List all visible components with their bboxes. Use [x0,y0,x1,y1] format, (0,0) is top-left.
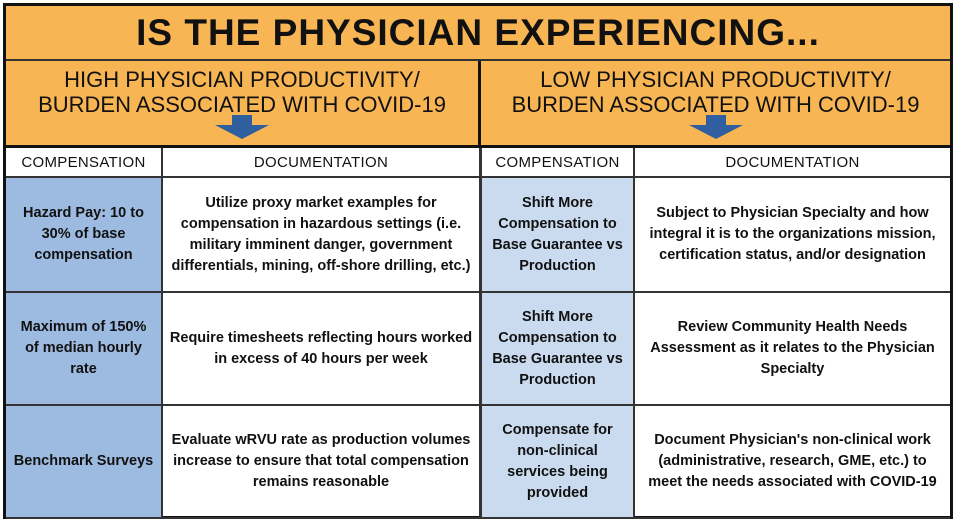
high-documentation-cell: Utilize proxy market examples for compen… [163,178,481,293]
low-compensation-cell: Compensate for non-clinical services bei… [481,406,635,519]
low-compensation-cell-text: Compensate for non-clinical services bei… [502,421,613,501]
page-title: IS THE PHYSICIAN EXPERIENCING... [6,6,950,61]
high-documentation-header-text: DOCUMENTATION [253,153,389,171]
high-compensation-cell-text: Maximum of 150% of median hourly rate [20,319,147,377]
high-documentation-cell-text: Utilize proxy market examples for compen… [171,194,471,274]
low-productivity-heading: LOW PHYSICIAN PRODUCTIVITY/ BURDEN ASSOC… [481,61,950,148]
low-compensation-cell: Shift More Compensation to Base Guarante… [481,178,635,293]
down-arrow-icon [215,115,269,139]
low-heading-line2: BURDEN ASSOCIATED WITH COVID-19 [511,92,920,117]
high-productivity-heading: HIGH PHYSICIAN PRODUCTIVITY/ BURDEN ASSO… [6,61,481,148]
high-documentation-cell: Evaluate wRVU rate as production volumes… [163,406,481,519]
high-compensation-cell-text: Hazard Pay: 10 to 30% of base compensati… [23,205,144,263]
low-compensation-cell-text: Shift More Compensation to Base Guarante… [492,194,623,274]
high-documentation-cell: Require timesheets reflecting hours work… [163,293,481,406]
high-compensation-cell: Benchmark Surveys [6,406,163,519]
high-compensation-header-text: COMPENSATION [21,153,146,171]
high-heading-line2: BURDEN ASSOCIATED WITH COVID-19 [38,92,446,117]
low-documentation-cell-text: Subject to Physician Specialty and how i… [649,205,936,263]
low-compensation-cell: Shift More Compensation to Base Guarante… [481,293,635,406]
low-documentation-cell: Document Physician's non-clinical work (… [635,406,950,519]
high-heading-line1: HIGH PHYSICIAN PRODUCTIVITY/ [64,67,420,92]
low-documentation-header-text: DOCUMENTATION [725,153,860,171]
high-documentation-cell-text: Evaluate wRVU rate as production volumes… [171,432,471,490]
high-compensation-header: COMPENSATION [6,148,163,178]
low-documentation-cell-text: Review Community Health Needs Assessment… [650,319,935,377]
low-compensation-header: COMPENSATION [481,148,635,178]
low-documentation-cell: Review Community Health Needs Assessment… [635,293,950,406]
low-documentation-cell-text: Document Physician's non-clinical work (… [648,432,937,490]
low-documentation-cell: Subject to Physician Specialty and how i… [635,178,950,293]
high-compensation-cell: Hazard Pay: 10 to 30% of base compensati… [6,178,163,293]
physician-compensation-table: IS THE PHYSICIAN EXPERIENCING... HIGH PH… [3,3,953,519]
low-heading-line1: LOW PHYSICIAN PRODUCTIVITY/ [540,67,891,92]
high-documentation-cell-text: Require timesheets reflecting hours work… [169,329,473,367]
high-compensation-cell: Maximum of 150% of median hourly rate [6,293,163,406]
low-compensation-cell-text: Shift More Compensation to Base Guarante… [492,308,623,388]
high-documentation-header: DOCUMENTATION [163,148,481,178]
low-documentation-header: DOCUMENTATION [635,148,950,178]
low-compensation-header-text: COMPENSATION [495,153,620,171]
high-compensation-cell-text: Benchmark Surveys [13,453,154,469]
down-arrow-icon [688,115,743,139]
